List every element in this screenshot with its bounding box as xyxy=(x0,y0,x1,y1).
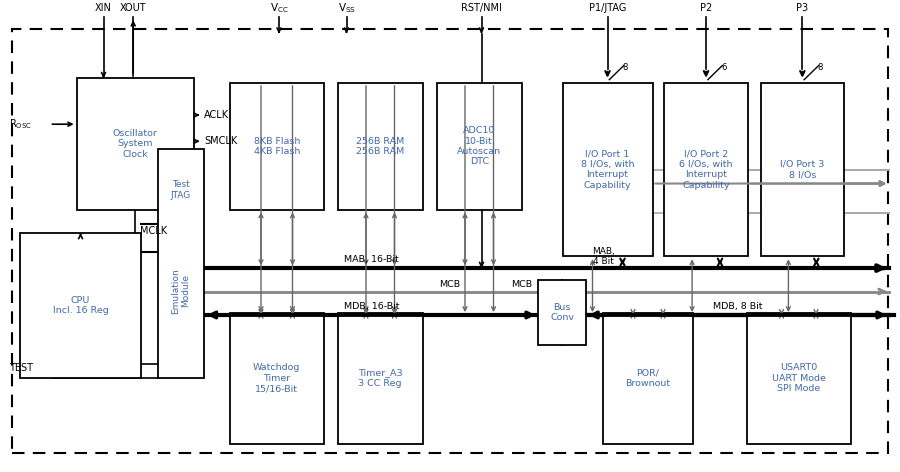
Text: Emulation
Module: Emulation Module xyxy=(171,268,191,314)
Bar xyxy=(664,83,748,256)
Bar xyxy=(338,312,423,444)
Text: Oscillator
System
Clock: Oscillator System Clock xyxy=(112,129,158,159)
Text: 256B RAM
256B RAM: 256B RAM 256B RAM xyxy=(356,136,404,156)
Bar xyxy=(230,83,324,210)
Bar xyxy=(158,149,204,378)
Text: Watchdog
Timer
15/16-Bit: Watchdog Timer 15/16-Bit xyxy=(253,363,301,393)
Text: XIN: XIN xyxy=(95,3,112,13)
Text: SMCLK: SMCLK xyxy=(204,136,238,146)
Text: MCB: MCB xyxy=(511,280,533,289)
Text: ADC10
10-Bit
Autoscan
DTC: ADC10 10-Bit Autoscan DTC xyxy=(457,126,501,166)
Text: RST/NMI: RST/NMI xyxy=(461,3,502,13)
Bar xyxy=(747,312,850,444)
Text: I/O Port 2
6 I/Os, with
Interrupt
Capability: I/O Port 2 6 I/Os, with Interrupt Capabi… xyxy=(680,150,733,190)
Text: USART0
UART Mode
SPI Mode: USART0 UART Mode SPI Mode xyxy=(772,363,825,393)
Text: 8KB Flash
4KB Flash: 8KB Flash 4KB Flash xyxy=(254,136,300,156)
Text: V$_\mathregular{SS}$: V$_\mathregular{SS}$ xyxy=(338,1,356,15)
Text: 8: 8 xyxy=(623,62,628,72)
Text: 8: 8 xyxy=(818,62,823,72)
Bar xyxy=(603,312,693,444)
Text: R$_\mathregular{OSC}$: R$_\mathregular{OSC}$ xyxy=(9,118,32,131)
Text: I/O Port 3
8 I/Os: I/O Port 3 8 I/Os xyxy=(780,160,824,179)
Text: CPU
Incl. 16 Reg: CPU Incl. 16 Reg xyxy=(53,296,108,315)
Text: V$_\mathregular{CC}$: V$_\mathregular{CC}$ xyxy=(270,1,288,15)
Text: MAB, 16-Bit: MAB, 16-Bit xyxy=(344,255,399,264)
Text: MCLK: MCLK xyxy=(140,226,166,236)
Text: I/O Port 1
8 I/Os, with
Interrupt
Capability: I/O Port 1 8 I/Os, with Interrupt Capabi… xyxy=(580,150,634,190)
Bar xyxy=(76,78,194,210)
Text: POR/
Brownout: POR/ Brownout xyxy=(626,369,670,388)
Text: Test
JTAG: Test JTAG xyxy=(171,180,191,200)
Bar xyxy=(436,83,522,210)
Text: P2: P2 xyxy=(700,3,712,13)
Bar xyxy=(760,83,844,256)
Text: MCB: MCB xyxy=(439,280,461,289)
Text: MAB,
4 Bit: MAB, 4 Bit xyxy=(592,247,616,266)
Text: ACLK: ACLK xyxy=(204,110,230,120)
Bar xyxy=(338,83,423,210)
Text: 6: 6 xyxy=(722,62,726,72)
Bar xyxy=(20,233,141,378)
Text: Bus
Conv: Bus Conv xyxy=(550,303,574,322)
Text: Timer_A3
3 CC Reg: Timer_A3 3 CC Reg xyxy=(358,369,402,388)
Bar xyxy=(230,312,324,444)
Text: P3: P3 xyxy=(796,3,808,13)
Text: MDB, 8 Bit: MDB, 8 Bit xyxy=(713,302,762,311)
Text: XOUT: XOUT xyxy=(120,3,147,13)
Text: P1/JTAG: P1/JTAG xyxy=(589,3,626,13)
Text: TEST: TEST xyxy=(9,363,33,373)
Bar xyxy=(538,280,586,346)
Text: MDB, 16-Bit: MDB, 16-Bit xyxy=(344,302,399,311)
Bar xyxy=(562,83,652,256)
